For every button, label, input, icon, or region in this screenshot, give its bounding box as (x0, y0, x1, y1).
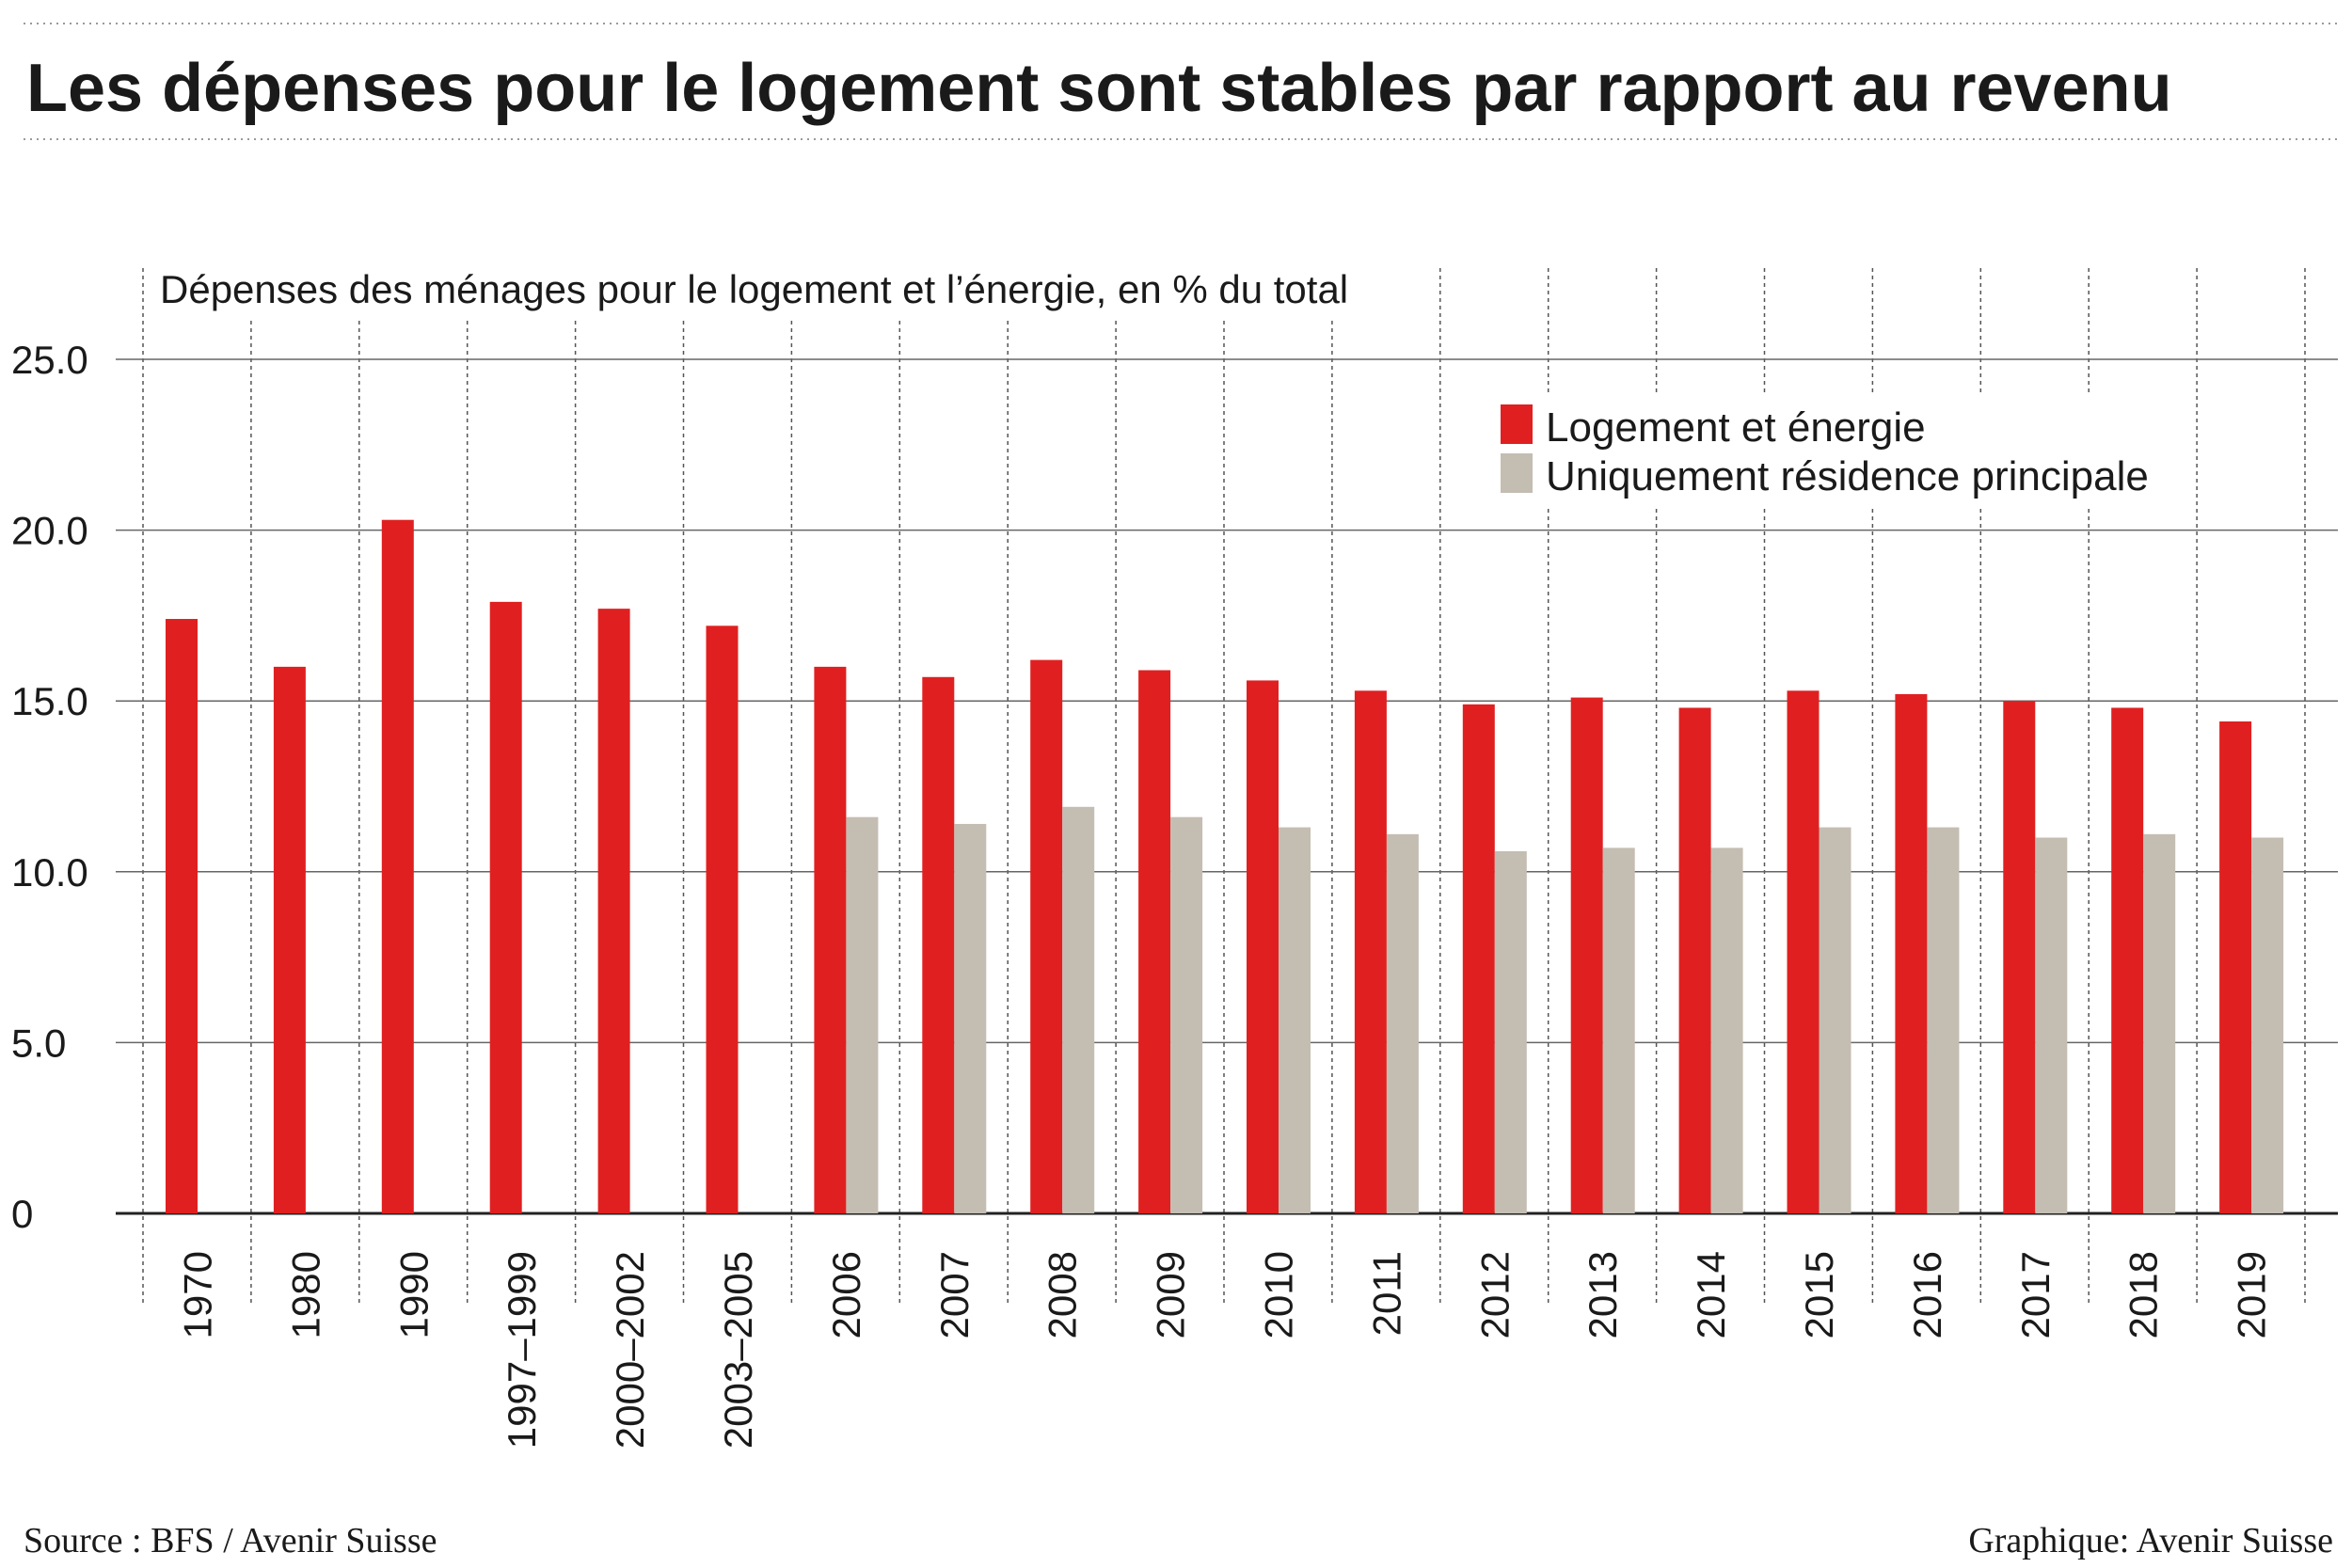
chart-title: Les dépenses pour le logement sont stabl… (26, 51, 2172, 126)
x-tick-label: 2018 (2122, 1251, 2166, 1338)
bar-logement-energie (1138, 670, 1171, 1213)
bar-logement-energie (489, 601, 522, 1213)
x-tick-label: 1970 (175, 1251, 219, 1338)
x-tick-label: 2017 (2013, 1251, 2058, 1338)
credit-note: Graphique: Avenir Suisse (1968, 1521, 2333, 1560)
bar-logement-energie (1895, 693, 1928, 1213)
bar-logement-energie (166, 619, 198, 1213)
legend-swatch-logement (1501, 404, 1533, 444)
y-tick-label: 0 (11, 1192, 33, 1236)
bar-logement-energie (1247, 680, 1279, 1213)
bar-logement-energie (1678, 707, 1711, 1213)
legend-label-logement: Logement et énergie (1546, 404, 1926, 451)
bar-residence-principale (1386, 833, 1419, 1213)
source-note: Source : BFS / Avenir Suisse (24, 1521, 437, 1560)
y-tick-label: 15.0 (11, 679, 88, 723)
x-tick-label: 2015 (1797, 1251, 1841, 1338)
x-tick-label: 2012 (1472, 1251, 1517, 1338)
bar-residence-principale (1170, 816, 1203, 1213)
legend-swatch-residence (1501, 453, 1533, 493)
chart-subtitle: Dépenses des ménages pour le logement et… (160, 267, 1348, 311)
bar-residence-principale (1494, 851, 1527, 1213)
bars (166, 519, 2284, 1213)
bar-residence-principale (1279, 827, 1311, 1213)
bar-residence-principale (1062, 806, 1095, 1213)
x-tick-label: 2019 (2230, 1251, 2274, 1338)
x-tick-label: 1990 (391, 1251, 436, 1338)
bar-residence-principale (1602, 847, 1635, 1213)
bar-residence-principale (846, 816, 879, 1213)
x-tick-label: 2010 (1256, 1251, 1300, 1338)
x-tick-label: 2000–2002 (608, 1251, 652, 1449)
gridlines (116, 268, 2338, 1303)
subtitle-backdrop (151, 261, 1411, 318)
x-tick-label: 2006 (824, 1251, 868, 1338)
bar-logement-energie (814, 666, 847, 1213)
bar-residence-principale (1710, 847, 1743, 1213)
x-tick-label: 2016 (1905, 1251, 1949, 1338)
x-tick-label: 2011 (1364, 1251, 1408, 1336)
bar-residence-principale (1819, 827, 1851, 1213)
bar-logement-energie (597, 609, 630, 1213)
legend: Logement et énergie Uniquement résidence… (1501, 404, 2149, 499)
x-tick-label: 2009 (1149, 1251, 1193, 1338)
bar-logement-energie (1570, 697, 1603, 1213)
legend-label-residence: Uniquement résidence principale (1546, 453, 2149, 499)
x-tick-label: 1997–1999 (500, 1251, 544, 1449)
bar-logement-energie (1462, 704, 1495, 1213)
bar-residence-principale (1927, 827, 1960, 1213)
y-tick-label: 5.0 (11, 1021, 66, 1065)
bar-logement-energie (273, 666, 306, 1213)
bar-residence-principale (2035, 837, 2068, 1213)
x-tick-label: 2013 (1581, 1251, 1625, 1338)
x-axis-labels: 1970 1980 1990 1997–1999 2000–2002 2003–2005 2… (175, 1251, 2273, 1449)
bar-logement-energie (2219, 721, 2252, 1213)
x-tick-label: 2007 (932, 1251, 977, 1338)
x-tick-label: 2008 (1041, 1251, 1085, 1338)
bar-logement-energie (706, 626, 739, 1213)
bar-logement-energie (2111, 707, 2144, 1213)
x-tick-label: 2003–2005 (716, 1251, 760, 1449)
y-axis-labels: 0 5.0 10.0 15.0 20.0 25.0 (11, 338, 88, 1236)
legend-backdrop (1447, 393, 2162, 506)
bar-logement-energie (2003, 701, 2036, 1213)
y-tick-label: 10.0 (11, 850, 88, 895)
y-tick-label: 25.0 (11, 338, 88, 382)
bar-logement-energie (1787, 690, 1820, 1213)
y-tick-label: 20.0 (11, 509, 88, 553)
x-tick-label: 2014 (1689, 1251, 1733, 1338)
bar-residence-principale (954, 823, 987, 1213)
bar-logement-energie (381, 519, 414, 1213)
bar-logement-energie (1354, 690, 1387, 1213)
x-tick-label: 1980 (283, 1251, 327, 1338)
bar-logement-energie (922, 676, 955, 1213)
bar-residence-principale (2143, 833, 2176, 1213)
bar-logement-energie (1030, 659, 1063, 1213)
bar-residence-principale (2251, 837, 2284, 1213)
